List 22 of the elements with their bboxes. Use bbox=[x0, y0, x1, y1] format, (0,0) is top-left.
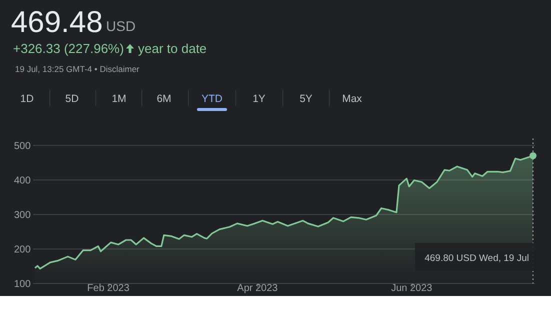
x-tick-label: Feb 2023 bbox=[87, 283, 130, 294]
text: 1D bbox=[20, 93, 34, 105]
text: 1M bbox=[112, 93, 126, 105]
text: 19 Jul, 13:25 GMT-4 • Disclaimer bbox=[15, 64, 140, 74]
y-tick-label: 500 bbox=[14, 140, 32, 152]
text: 5D bbox=[65, 93, 80, 105]
x-tick-label: Jun 2023 bbox=[391, 283, 433, 294]
text: year to date bbox=[138, 41, 207, 56]
text: 1Y bbox=[252, 93, 266, 105]
chart-title: 469.48 bbox=[11, 6, 103, 39]
text: Max bbox=[342, 93, 363, 105]
y-tick-label: 200 bbox=[14, 244, 32, 256]
x-tick-label: Apr 2023 bbox=[237, 283, 278, 294]
text: +326.33 (227.96%) bbox=[13, 41, 124, 56]
text: 6M bbox=[156, 93, 172, 105]
text: USD bbox=[106, 18, 136, 34]
text: YTD bbox=[202, 93, 223, 105]
y-tick-label: 300 bbox=[14, 210, 32, 221]
y-tick-label: 400 bbox=[14, 175, 32, 186]
y-tick-label: 100 bbox=[14, 279, 32, 290]
text: 5Y bbox=[300, 93, 312, 105]
annotation: 469.80 USD Wed, 19 Jul bbox=[424, 253, 529, 264]
